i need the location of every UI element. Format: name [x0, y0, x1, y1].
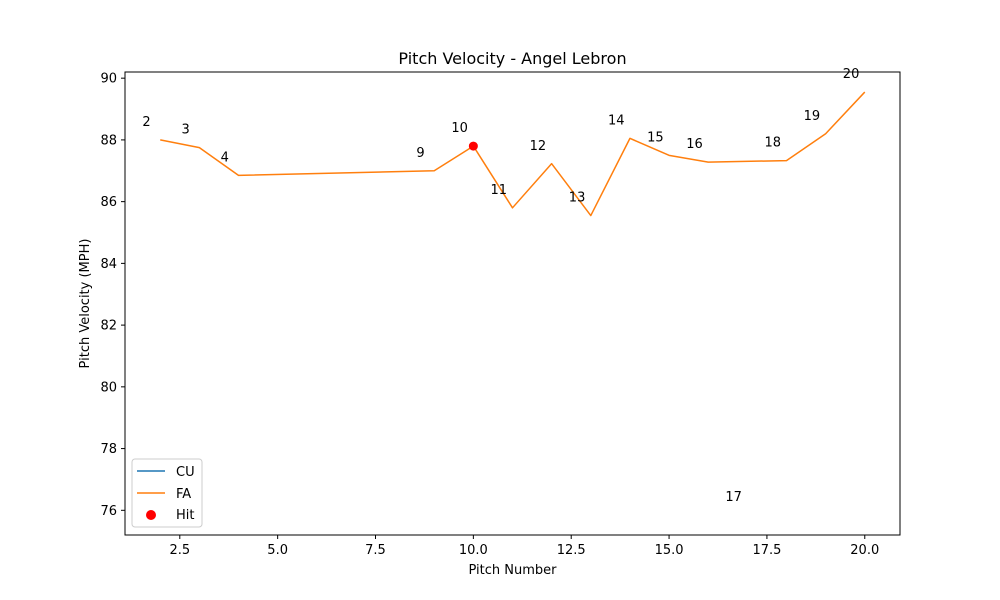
pitch-number-annotation: 3 [182, 123, 190, 138]
legend-fa-label: FA [176, 487, 191, 502]
pitch-number-annotation: 16 [686, 137, 703, 152]
y-tick-label: 88 [100, 133, 117, 148]
y-tick-label: 80 [100, 380, 117, 395]
x-tick-label: 12.5 [557, 543, 586, 558]
x-tick-label: 2.5 [169, 543, 190, 558]
x-tick-label: 15.0 [655, 543, 684, 558]
pitch-number-annotation: 18 [765, 136, 782, 151]
chart-title: Pitch Velocity - Angel Lebron [398, 49, 626, 68]
y-tick-label: 76 [100, 504, 117, 519]
x-axis-label: Pitch Number [468, 563, 557, 578]
y-tick-label: 90 [100, 72, 117, 87]
y-tick-label: 82 [100, 319, 117, 334]
pitch-number-annotation: 11 [491, 183, 508, 198]
pitch-number-annotation: 17 [725, 490, 742, 505]
legend-hit-marker [146, 510, 156, 520]
x-tick-label: 10.0 [459, 543, 488, 558]
pitch-number-annotation: 4 [221, 151, 229, 166]
y-tick-label: 78 [100, 442, 117, 457]
legend: CU FA Hit [131, 458, 203, 528]
legend-hit-label: Hit [176, 508, 194, 523]
legend-cu-label: CU [176, 465, 195, 480]
pitch-number-annotation: 15 [647, 130, 664, 145]
hit-marker [468, 141, 478, 151]
x-tick-label: 7.5 [365, 543, 386, 558]
y-axis-label: Pitch Velocity (MPH) [78, 239, 93, 369]
pitch-number-annotation: 20 [843, 67, 860, 82]
x-axis: 2.5 5.0 7.5 10.0 12.5 15.0 17.5 20.0 [169, 535, 879, 558]
plot-area: 2 3 4 9 10 11 12 13 14 15 16 17 18 19 20 [142, 67, 866, 505]
pitch-number-annotation: 2 [142, 115, 150, 130]
legend-box [131, 458, 203, 528]
series-line-fa [160, 91, 866, 217]
pitch-number-annotation: 19 [804, 109, 821, 124]
x-tick-label: 20.0 [850, 543, 879, 558]
pitch-number-annotation: 9 [416, 146, 424, 161]
x-tick-label: 5.0 [267, 543, 288, 558]
axes-frame [124, 71, 901, 536]
pitch-number-annotation: 12 [530, 139, 547, 154]
pitch-number-annotation: 14 [608, 113, 625, 128]
pitch-number-annotation: 13 [569, 191, 586, 206]
x-tick-label: 17.5 [752, 543, 781, 558]
y-tick-label: 86 [100, 195, 117, 210]
pitch-number-annotation: 10 [451, 121, 468, 136]
y-axis: 76 78 80 82 84 86 88 90 [100, 72, 125, 519]
y-tick-label: 84 [100, 257, 117, 272]
